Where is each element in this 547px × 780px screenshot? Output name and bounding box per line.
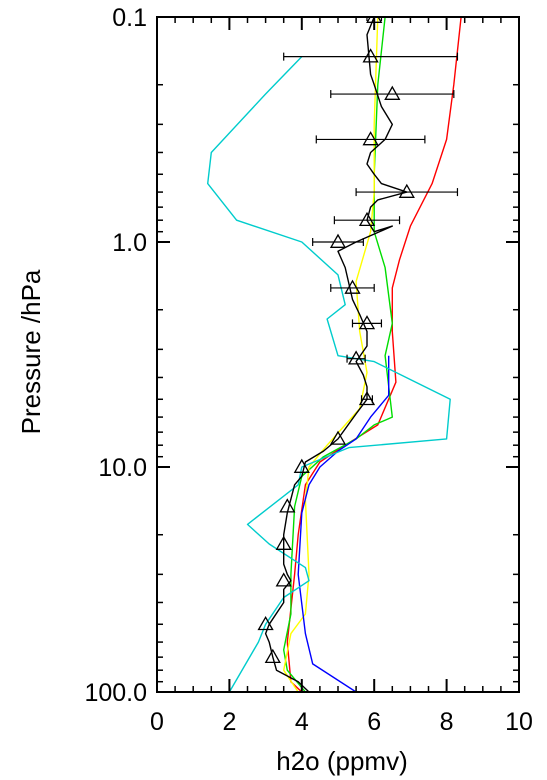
triangle-marker-6 <box>358 211 376 227</box>
triangle-marker-17 <box>257 615 274 631</box>
triangle-marker-15 <box>275 535 292 550</box>
series-line-3 <box>283 17 379 692</box>
x-axis-title: h2o (ppmv) <box>276 746 408 776</box>
y-tick-label-1: 1.0 <box>112 229 147 257</box>
triangle-marker-3 <box>384 85 401 100</box>
x-tick-label-5: 10 <box>505 708 533 736</box>
x-tick-label-3: 6 <box>367 708 381 736</box>
x-tick-label-4: 8 <box>440 708 454 736</box>
x-tick-label-2: 4 <box>295 708 309 736</box>
triangle-marker-14 <box>279 498 296 513</box>
axes: 0 2 4 6 8 10 0.1 1.0 10.0 100.0 <box>84 4 532 736</box>
triangle-marker-5 <box>398 183 415 198</box>
triangle-marker-2 <box>362 48 379 63</box>
series-line-2 <box>283 17 393 692</box>
y-tick-label-3: 100.0 <box>84 679 147 707</box>
x-tick-label-0: 0 <box>150 708 164 736</box>
triangle-marker-9 <box>358 315 376 330</box>
plot-area <box>207 17 462 692</box>
triangle-marker-11 <box>358 390 376 406</box>
series-line-1 <box>286 17 462 692</box>
y-axis-title: Pressure /hPa <box>16 269 46 434</box>
triangle-marker-10 <box>347 350 365 365</box>
series-group <box>207 17 462 692</box>
triangle-marker-8 <box>344 279 361 294</box>
triangle-marker-18 <box>264 648 281 664</box>
series-line-5 <box>207 56 451 692</box>
triangle-marker-7 <box>329 233 347 248</box>
triangle-marker-4 <box>362 131 379 146</box>
triangle-marker-16 <box>275 572 292 587</box>
y-tick-label-2: 10.0 <box>98 454 147 482</box>
series-line-6 <box>264 17 408 692</box>
series-line-4 <box>297 355 390 692</box>
triangle-marker-12 <box>329 430 347 445</box>
x-tick-label-1: 2 <box>222 708 236 736</box>
triangle-marker-13 <box>293 458 310 473</box>
y-tick-label-0: 0.1 <box>112 4 147 32</box>
